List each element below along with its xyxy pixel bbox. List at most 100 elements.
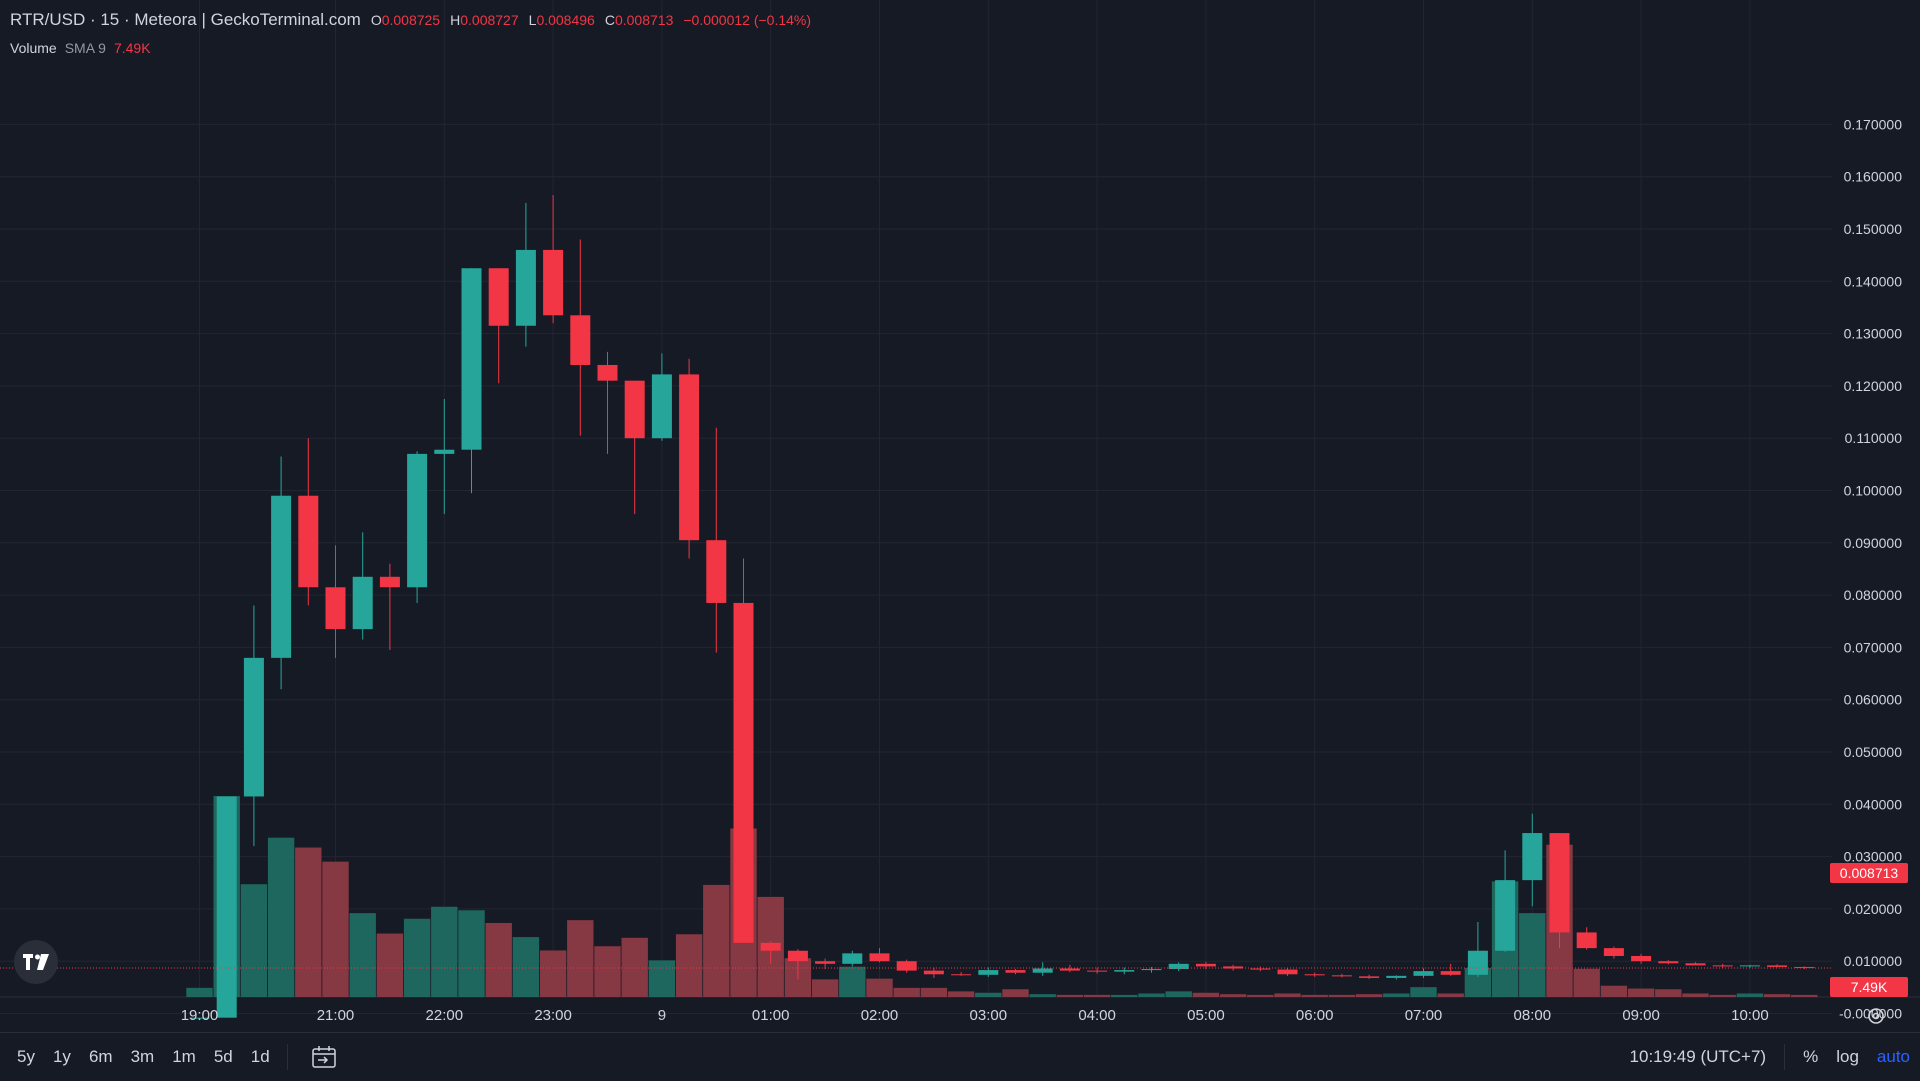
candle[interactable] xyxy=(1331,973,1352,978)
candle[interactable] xyxy=(1522,813,1543,907)
range-3m-button[interactable]: 3m xyxy=(130,1047,155,1066)
candle[interactable] xyxy=(1359,974,1380,979)
candle[interactable] xyxy=(1277,968,1298,976)
candle[interactable] xyxy=(543,195,564,324)
candle[interactable] xyxy=(1005,969,1026,975)
candle[interactable] xyxy=(624,380,645,515)
log-scale-toggle[interactable]: log xyxy=(1836,1047,1859,1066)
candle[interactable] xyxy=(815,958,836,970)
range-5y-button[interactable]: 5y xyxy=(17,1047,35,1066)
candle[interactable] xyxy=(1195,961,1216,970)
price-tick-label: 0.070000 xyxy=(1844,639,1903,655)
candle[interactable] xyxy=(896,959,917,973)
candle[interactable] xyxy=(733,558,754,943)
volume-legend[interactable]: Volume SMA 9 7.49K xyxy=(10,40,151,56)
auto-scale-toggle[interactable]: auto xyxy=(1876,1047,1910,1066)
percent-scale-toggle[interactable]: % xyxy=(1803,1047,1819,1066)
range-1y-button[interactable]: 1y xyxy=(52,1047,71,1066)
volume-bar xyxy=(431,906,458,997)
open-value: O0.008725 xyxy=(370,12,441,28)
price-axis[interactable]: 0.170000 0.160000 0.150000 0.140000 0.130000… xyxy=(1839,116,1902,1032)
tradingview-logo-icon[interactable] xyxy=(14,940,58,984)
candle[interactable] xyxy=(1767,964,1788,968)
candle[interactable] xyxy=(1250,966,1271,972)
candle[interactable] xyxy=(1141,966,1162,973)
range-1m-button[interactable]: 1m xyxy=(172,1047,196,1066)
chart-canvas[interactable]: 0.170000 0.160000 0.150000 0.140000 0.130000… xyxy=(0,0,1920,1032)
candle[interactable] xyxy=(271,456,292,690)
candle[interactable] xyxy=(1549,833,1570,949)
range-5d-button[interactable]: 5d xyxy=(213,1047,233,1066)
timezone-clock[interactable]: 10:19:49 (UTC+7) xyxy=(1629,1047,1767,1066)
candle[interactable] xyxy=(923,967,944,978)
candle-body xyxy=(842,953,863,964)
time-tick-label: 01:00 xyxy=(752,1007,790,1024)
range-6m-button[interactable]: 6m xyxy=(88,1047,113,1066)
candle-body xyxy=(1304,974,1325,976)
candle[interactable] xyxy=(787,949,808,980)
candle[interactable] xyxy=(216,796,237,1018)
candle[interactable] xyxy=(1386,975,1407,980)
candle[interactable] xyxy=(570,239,591,436)
candle[interactable] xyxy=(1059,964,1080,973)
candle[interactable] xyxy=(1603,946,1624,959)
candle[interactable] xyxy=(651,353,672,441)
volume-bar xyxy=(458,910,485,997)
volume-bar xyxy=(1709,994,1736,997)
candle[interactable] xyxy=(842,950,863,967)
candle[interactable] xyxy=(1712,963,1733,968)
candle[interactable] xyxy=(488,268,509,384)
candle[interactable] xyxy=(978,967,999,977)
volume-bar xyxy=(1274,993,1301,997)
candle[interactable] xyxy=(352,532,373,640)
candle[interactable] xyxy=(407,451,428,603)
candlestick-series[interactable] xyxy=(189,195,1815,1019)
candle[interactable] xyxy=(1440,963,1461,976)
candle[interactable] xyxy=(1576,927,1597,950)
candle[interactable] xyxy=(1087,967,1108,974)
candle[interactable] xyxy=(597,351,618,454)
symbol-title[interactable]: RTR/USD · 15 · Meteora | GeckoTerminal.c… xyxy=(10,10,361,29)
last-volume-tag: 7.49K xyxy=(1830,977,1908,997)
candle[interactable] xyxy=(1413,968,1434,978)
candle[interactable] xyxy=(1658,960,1679,965)
candle[interactable] xyxy=(1794,966,1815,970)
time-tick-label: 19:00 xyxy=(181,1007,219,1024)
candle[interactable] xyxy=(189,1017,210,1019)
candle[interactable] xyxy=(325,545,346,658)
candle[interactable] xyxy=(869,948,890,963)
candle[interactable] xyxy=(298,438,319,606)
candle[interactable] xyxy=(1467,921,1488,977)
candle[interactable] xyxy=(243,605,264,847)
candle[interactable] xyxy=(1032,962,1053,976)
candle[interactable] xyxy=(1304,972,1325,977)
candle[interactable] xyxy=(951,972,972,976)
candle[interactable] xyxy=(1114,967,1135,975)
candle[interactable] xyxy=(515,202,536,347)
candle[interactable] xyxy=(679,358,700,559)
candle[interactable] xyxy=(706,427,727,653)
settings-icon[interactable] xyxy=(1864,1004,1888,1028)
candle[interactable] xyxy=(1495,850,1516,952)
time-axis[interactable]: 19:00 21:00 22:00 23:00 9 01:00 02:00 03:00 04:0… xyxy=(181,1007,1769,1024)
range-1d-button[interactable]: 1d xyxy=(250,1047,270,1066)
volume-bar xyxy=(1301,994,1328,997)
candle-body xyxy=(461,268,482,450)
volume-bar xyxy=(240,884,268,997)
candle[interactable] xyxy=(760,941,781,964)
candle-body xyxy=(1277,969,1298,975)
candle[interactable] xyxy=(1739,964,1760,968)
candle[interactable] xyxy=(379,563,400,651)
candle[interactable] xyxy=(1168,962,1189,972)
candle[interactable] xyxy=(1631,953,1652,964)
time-tick-label: 04:00 xyxy=(1078,1007,1116,1024)
volume-bar xyxy=(349,913,376,997)
candle-body xyxy=(1767,965,1788,967)
candle[interactable] xyxy=(434,398,455,515)
candle[interactable] xyxy=(461,268,482,494)
calendar-goto-icon[interactable] xyxy=(310,1044,338,1070)
candle-body xyxy=(1712,965,1733,967)
candle[interactable] xyxy=(1685,962,1706,966)
volume-bar xyxy=(1736,993,1764,997)
volume-bar xyxy=(1192,992,1220,997)
